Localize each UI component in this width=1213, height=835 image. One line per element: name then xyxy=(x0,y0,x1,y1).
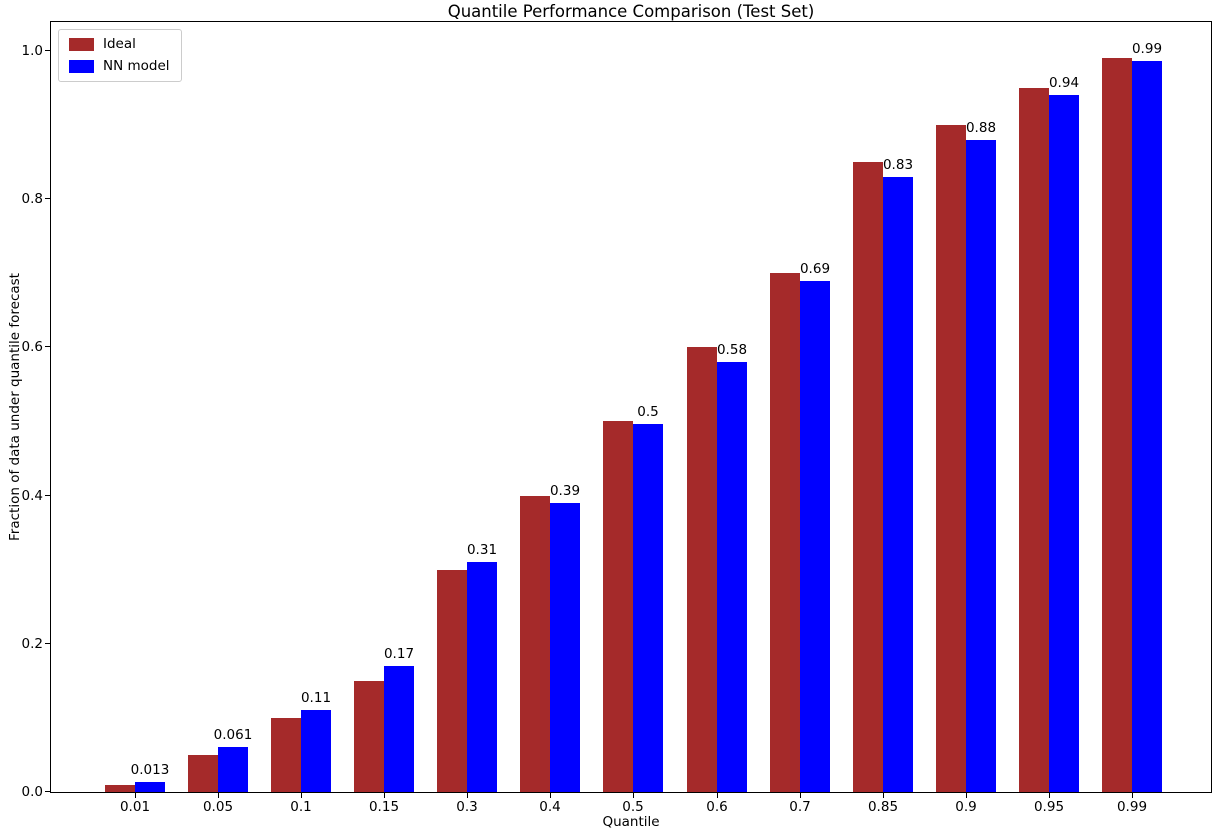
bar-nn-model xyxy=(218,747,248,792)
bar-nn-model xyxy=(301,710,331,792)
y-tick-mark xyxy=(45,198,51,199)
bar-ideal xyxy=(1102,58,1132,792)
y-tick-label: 0.4 xyxy=(21,488,43,504)
x-tick-label: 0.1 xyxy=(290,799,312,815)
x-tick-label: 0.85 xyxy=(867,799,899,815)
y-tick-label: 0.6 xyxy=(21,339,43,355)
x-tick-label: 0.4 xyxy=(539,799,561,815)
x-tick-label: 0.3 xyxy=(456,799,478,815)
y-tick-mark xyxy=(45,346,51,347)
bar-value-label: 0.11 xyxy=(300,690,332,706)
y-tick-label: 0.2 xyxy=(21,636,43,652)
x-tick-label: 0.95 xyxy=(1033,799,1065,815)
bar-nn-model xyxy=(633,424,663,792)
bar-nn-model xyxy=(135,782,165,792)
bar-value-label: 0.17 xyxy=(383,646,415,662)
x-tick-label: 0.05 xyxy=(202,799,234,815)
y-tick-label: 1.0 xyxy=(21,43,43,59)
bar-nn-model xyxy=(467,562,497,792)
chart-title: Quantile Performance Comparison (Test Se… xyxy=(447,2,815,21)
legend-swatch-ideal xyxy=(69,38,94,51)
x-tick-label: 0.7 xyxy=(789,799,811,815)
x-tick-label: 0.99 xyxy=(1116,799,1148,815)
bar-ideal xyxy=(770,273,800,792)
legend-label-nn-model: NN model xyxy=(103,58,170,74)
legend-item-nn-model: NN model xyxy=(69,59,170,74)
y-tick-label: 0.8 xyxy=(21,191,43,207)
legend-label-ideal: Ideal xyxy=(103,36,136,52)
bar-ideal xyxy=(520,496,550,792)
bar-ideal xyxy=(105,785,135,792)
bar-ideal xyxy=(687,347,717,792)
bar-nn-model xyxy=(717,362,747,792)
bar-nn-model xyxy=(384,666,414,792)
bar-nn-model xyxy=(883,177,913,792)
x-tick-mark xyxy=(1049,792,1050,798)
y-tick-mark xyxy=(45,495,51,496)
bar-value-label: 0.013 xyxy=(130,762,170,778)
bar-nn-model xyxy=(550,503,580,792)
x-tick-mark xyxy=(717,792,718,798)
legend-swatch-nn-model xyxy=(69,60,94,73)
bar-ideal xyxy=(271,718,301,792)
x-tick-mark xyxy=(301,792,302,798)
bar-ideal xyxy=(437,570,467,792)
x-tick-mark xyxy=(550,792,551,798)
plot-area: Ideal NN model 0.0 0.2 0.4 0.6 0.8 1.0 0.01 0.0… xyxy=(22,21,1212,815)
y-tick-label: 0.0 xyxy=(21,784,43,800)
x-axis-label: Quantile xyxy=(602,814,660,830)
bar-value-label: 0.39 xyxy=(549,483,581,499)
y-tick-mark xyxy=(45,50,51,51)
x-tick-label: 0.15 xyxy=(368,799,400,815)
bar-nn-model xyxy=(1049,95,1079,792)
bar-ideal xyxy=(354,681,384,792)
x-tick-mark xyxy=(883,792,884,798)
x-tick-label: 0.01 xyxy=(119,799,151,815)
bar-value-label: 0.94 xyxy=(1048,75,1080,91)
bar-value-label: 0.99 xyxy=(1131,41,1163,57)
x-tick-mark xyxy=(218,792,219,798)
legend-item-ideal: Ideal xyxy=(69,37,170,52)
bar-value-label: 0.58 xyxy=(716,342,748,358)
bar-ideal xyxy=(188,755,218,792)
bar-nn-model xyxy=(800,281,830,792)
x-tick-mark xyxy=(800,792,801,798)
x-tick-mark xyxy=(966,792,967,798)
x-tick-label: 0.5 xyxy=(622,799,644,815)
x-tick-label: 0.6 xyxy=(706,799,728,815)
y-tick-mark xyxy=(45,643,51,644)
bar-nn-model xyxy=(1132,61,1162,792)
bar-ideal xyxy=(936,125,966,792)
x-tick-mark xyxy=(633,792,634,798)
x-tick-mark xyxy=(135,792,136,798)
bar-nn-model xyxy=(966,140,996,792)
x-tick-mark xyxy=(1132,792,1133,798)
bar-value-label: 0.83 xyxy=(882,157,914,173)
bar-ideal xyxy=(853,162,883,792)
bar-value-label: 0.31 xyxy=(466,542,498,558)
x-tick-mark xyxy=(467,792,468,798)
bar-ideal xyxy=(1019,88,1049,792)
y-tick-mark xyxy=(45,791,51,792)
bar-value-label: 0.061 xyxy=(213,727,253,743)
bar-value-label: 0.69 xyxy=(799,261,831,277)
x-tick-label: 0.9 xyxy=(955,799,977,815)
bar-value-label: 0.88 xyxy=(965,120,997,136)
bar-ideal xyxy=(603,421,633,792)
bar-value-label: 0.5 xyxy=(637,404,659,420)
legend: Ideal NN model xyxy=(58,29,182,82)
x-tick-mark xyxy=(384,792,385,798)
